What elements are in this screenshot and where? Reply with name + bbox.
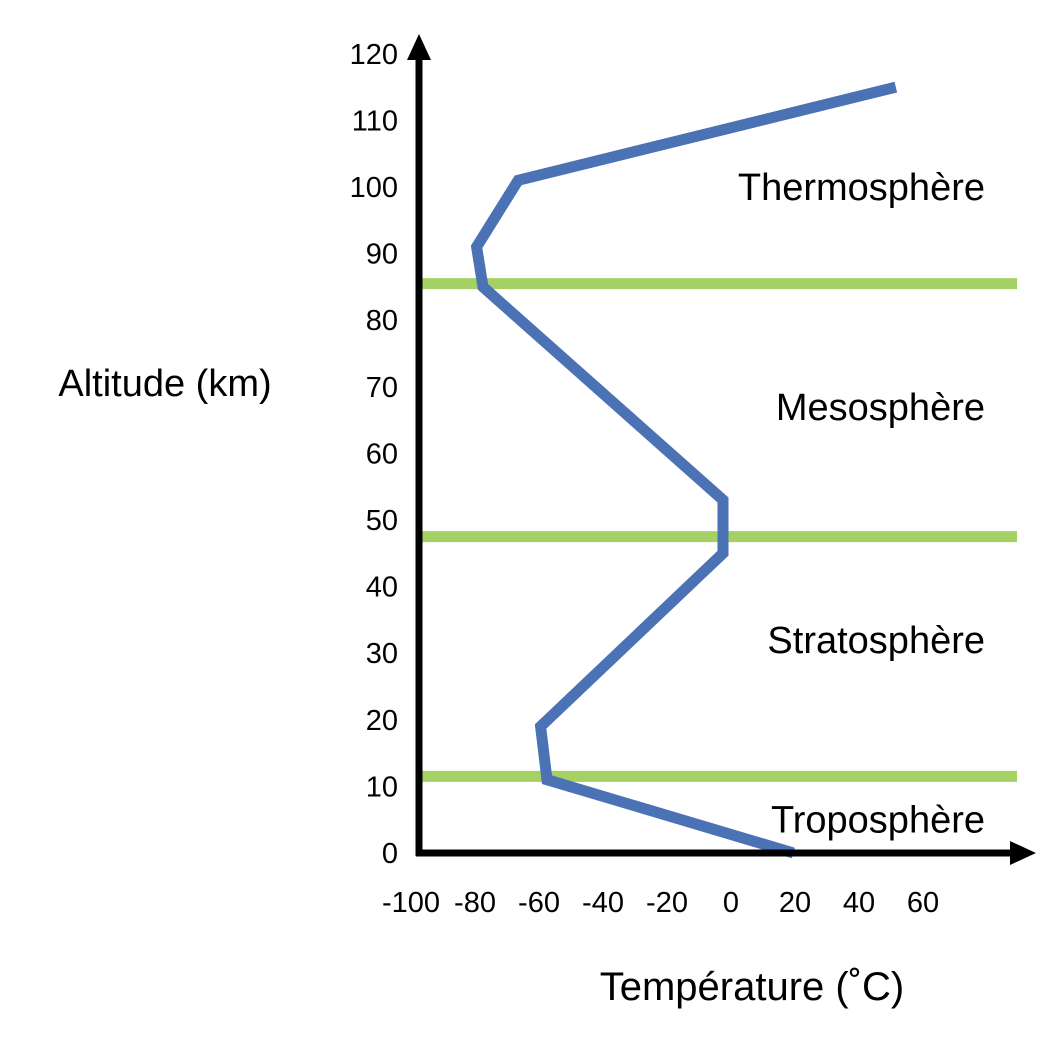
y-tick-label-8: 80 [366,305,398,337]
y-tick-label-7: 70 [366,372,398,404]
region-label-1: Mesosphère [776,387,985,429]
x-axis-arrow [1010,841,1036,865]
x-tick-labels: -100 -80 -60 -40 -20 0 20 40 60 [382,887,939,919]
y-tick-label-9: 90 [366,239,398,271]
region-label-3: Troposphère [771,800,985,842]
y-tick-label-5: 50 [366,505,398,537]
y-axis-label: Altitude (km) [58,363,271,405]
y-tick-label-1: 10 [366,771,398,803]
x-tick-label-5: 0 [723,887,739,919]
y-tick-label-6: 60 [366,438,398,470]
temperature-profile-line [470,81,898,859]
x-tick-label-3: -40 [582,887,624,919]
x-tick-label-0: -100 [382,887,440,919]
y-axis-arrow [407,34,431,60]
y-tick-label-3: 30 [366,638,398,670]
x-tick-label-7: 40 [843,887,875,919]
x-tick-label-1: -80 [454,887,496,919]
y-tick-label-11: 110 [352,105,398,137]
x-axis-label: Température (˚C) [600,965,905,1009]
y-tick-label-0: 0 [382,838,398,870]
y-tick-label-12: 120 [350,39,398,71]
x-tick-label-6: 20 [779,887,811,919]
region-labels: Thermosphère Mesosphère Stratosphère Tropos… [738,167,985,842]
y-tick-label-4: 40 [366,572,398,604]
y-tick-label-10: 100 [350,172,398,204]
x-tick-label-8: 60 [907,887,939,919]
x-tick-label-2: -60 [518,887,560,919]
x-tick-label-4: -20 [646,887,688,919]
axes [407,34,1036,865]
region-label-0: Thermosphère [738,167,985,209]
y-tick-labels: 0 10 20 30 40 50 60 70 80 90 100 110 120 [350,39,398,870]
y-tick-label-2: 20 [366,705,398,737]
region-label-2: Stratosphère [767,620,985,662]
